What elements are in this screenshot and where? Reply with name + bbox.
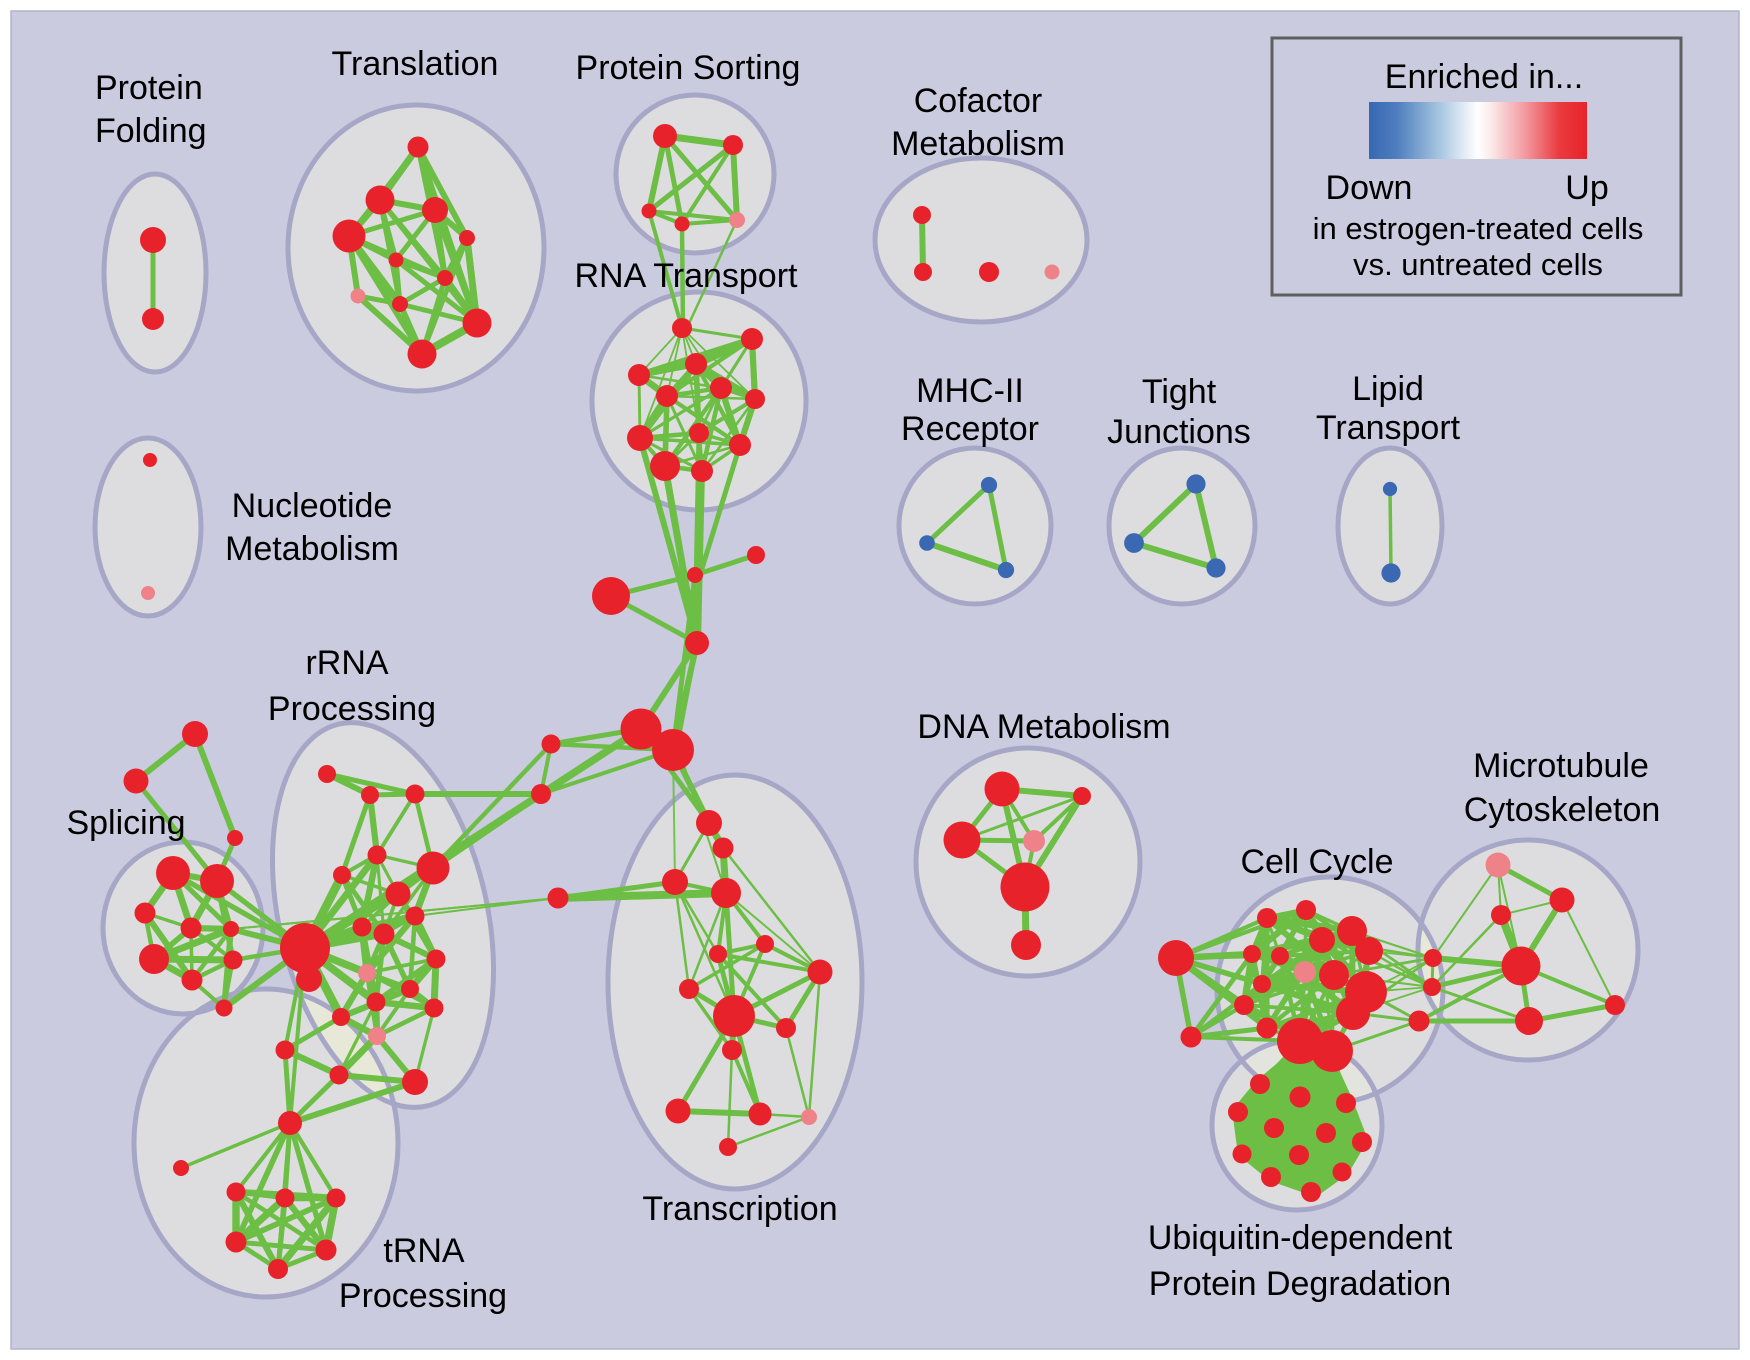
svg-text:Processing: Processing — [339, 1277, 507, 1315]
svg-text:RNA Transport: RNA Transport — [575, 257, 799, 295]
svg-text:Lipid: Lipid — [1352, 370, 1424, 408]
svg-text:Transcription: Transcription — [642, 1190, 837, 1228]
svg-text:tRNA: tRNA — [383, 1232, 465, 1270]
svg-text:Protein Degradation: Protein Degradation — [1149, 1265, 1451, 1303]
svg-text:Splicing: Splicing — [66, 804, 185, 842]
svg-text:Junctions: Junctions — [1107, 413, 1251, 451]
svg-text:Protein: Protein — [95, 69, 203, 107]
svg-text:Metabolism: Metabolism — [891, 125, 1065, 163]
svg-text:Processing: Processing — [268, 690, 436, 728]
svg-text:Ubiquitin-dependent: Ubiquitin-dependent — [1148, 1219, 1453, 1257]
svg-text:Tight: Tight — [1142, 373, 1217, 411]
svg-text:DNA Metabolism: DNA Metabolism — [917, 708, 1170, 746]
svg-text:Cofactor: Cofactor — [914, 82, 1043, 120]
svg-text:Transport: Transport — [1316, 409, 1461, 447]
svg-text:Metabolism: Metabolism — [225, 530, 399, 568]
svg-text:in estrogen-treated cells: in estrogen-treated cells — [1313, 211, 1644, 246]
svg-text:Folding: Folding — [95, 112, 207, 150]
svg-text:Up: Up — [1565, 169, 1608, 207]
svg-text:MHC-II: MHC-II — [916, 372, 1024, 410]
svg-text:Nucleotide: Nucleotide — [232, 487, 393, 525]
svg-text:Receptor: Receptor — [901, 410, 1039, 448]
svg-text:Cell Cycle: Cell Cycle — [1240, 843, 1393, 881]
svg-text:Microtubule: Microtubule — [1473, 747, 1649, 785]
svg-text:Enriched in...: Enriched in... — [1385, 58, 1583, 96]
svg-text:Protein Sorting: Protein Sorting — [576, 49, 801, 87]
svg-text:rRNA: rRNA — [305, 644, 388, 682]
svg-text:Down: Down — [1326, 169, 1413, 207]
svg-text:vs. untreated cells: vs. untreated cells — [1353, 247, 1603, 282]
svg-text:Translation: Translation — [332, 45, 499, 83]
svg-text:Cytoskeleton: Cytoskeleton — [1464, 791, 1661, 829]
